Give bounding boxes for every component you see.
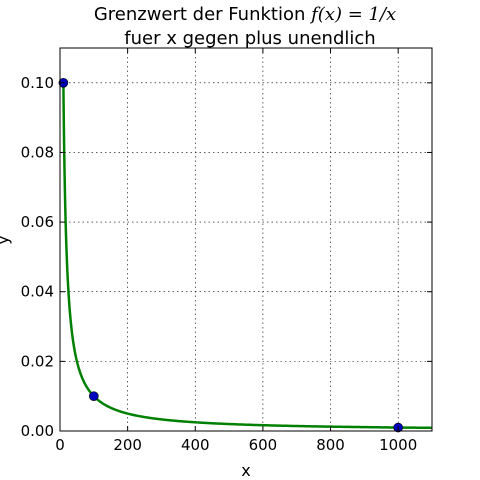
- y-tick-label: 0.02: [21, 352, 54, 370]
- plot-frame: [59, 47, 433, 432]
- y-tick-label: 0.06: [21, 213, 54, 231]
- x-tick-label: 200: [113, 436, 142, 454]
- y-axis-label: y: [0, 235, 12, 244]
- y-tick-label: 0.10: [21, 74, 54, 92]
- y-tick-label: 0.08: [21, 143, 54, 161]
- data-point: [89, 391, 99, 401]
- grid-lines: [59, 48, 432, 432]
- y-tick-label: 0.00: [21, 422, 54, 440]
- x-tick-label: 800: [316, 436, 345, 454]
- points-layer: [58, 78, 403, 433]
- x-tick-label: 600: [249, 436, 278, 454]
- ticks-layer: 0 200 400 600 800 1000 0.00 0.02 0.04 0.06 0.08 0.1…: [21, 48, 432, 454]
- chart-title-formula: f(x) = 1/x: [309, 4, 396, 25]
- series-line: [62, 82, 433, 430]
- chart-title-line1: Grenzwert der Funktion f(x) = 1/x: [94, 4, 396, 25]
- x-axis-label: x: [241, 461, 250, 480]
- chart-title-text: Grenzwert der Funktion: [94, 4, 311, 25]
- chart-title-line2: fuer x gegen plus unendlich: [124, 28, 375, 49]
- series-layer: [62, 82, 433, 430]
- x-tick-label: 400: [181, 436, 210, 454]
- y-tick-label: 0.04: [21, 283, 54, 301]
- x-tick-label: 0: [55, 436, 65, 454]
- x-tick-label: 1000: [379, 436, 417, 454]
